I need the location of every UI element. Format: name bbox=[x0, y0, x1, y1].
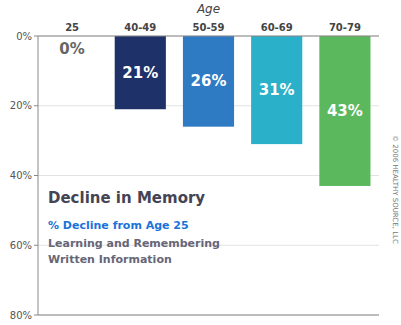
tick-mark bbox=[34, 36, 38, 37]
tick-label: 20% bbox=[10, 100, 32, 111]
grid-line bbox=[38, 36, 379, 37]
tick-label: 60% bbox=[10, 240, 32, 251]
bar bbox=[183, 36, 234, 127]
category-label: 70-79 bbox=[329, 22, 361, 33]
bar bbox=[251, 36, 302, 144]
tick-mark bbox=[34, 175, 38, 176]
data-label: 31% bbox=[259, 81, 295, 99]
category-label: 60-69 bbox=[261, 22, 293, 33]
data-label: 0% bbox=[59, 40, 84, 58]
tick-mark bbox=[34, 245, 38, 246]
tick-mark bbox=[34, 315, 38, 316]
copyright: © 2006 HEALTHY SOURCE, LLC bbox=[391, 135, 399, 244]
tick-mark bbox=[34, 105, 38, 106]
top-axis-line bbox=[38, 36, 379, 37]
annotation: Decline in Memory bbox=[48, 189, 205, 207]
data-label: 43% bbox=[327, 102, 363, 120]
grid-line bbox=[38, 315, 379, 316]
bar bbox=[319, 36, 370, 186]
category-label: 40-49 bbox=[124, 22, 156, 33]
tick-label: 0% bbox=[16, 31, 32, 42]
grid bbox=[38, 36, 379, 315]
chart: Age 0% 20% 40% 60% 80% 25 40-49 50-59 60-69 70-79 0… bbox=[0, 0, 401, 325]
annotation: Learning and Remembering bbox=[48, 237, 220, 250]
bars bbox=[115, 36, 371, 186]
y-axis-line bbox=[38, 36, 39, 315]
title: Age bbox=[196, 2, 220, 16]
tick-label: 40% bbox=[10, 170, 32, 181]
data-label: 21% bbox=[122, 64, 158, 82]
category-label: 25 bbox=[65, 22, 79, 33]
bottom-axis-line bbox=[38, 315, 379, 316]
annotation: Written Information bbox=[48, 253, 172, 266]
bar bbox=[115, 36, 166, 109]
annotation: % Decline from Age 25 bbox=[48, 219, 189, 232]
tick-label: 80% bbox=[10, 310, 32, 321]
data-label: 26% bbox=[191, 72, 227, 90]
category-label: 50-59 bbox=[193, 22, 225, 33]
